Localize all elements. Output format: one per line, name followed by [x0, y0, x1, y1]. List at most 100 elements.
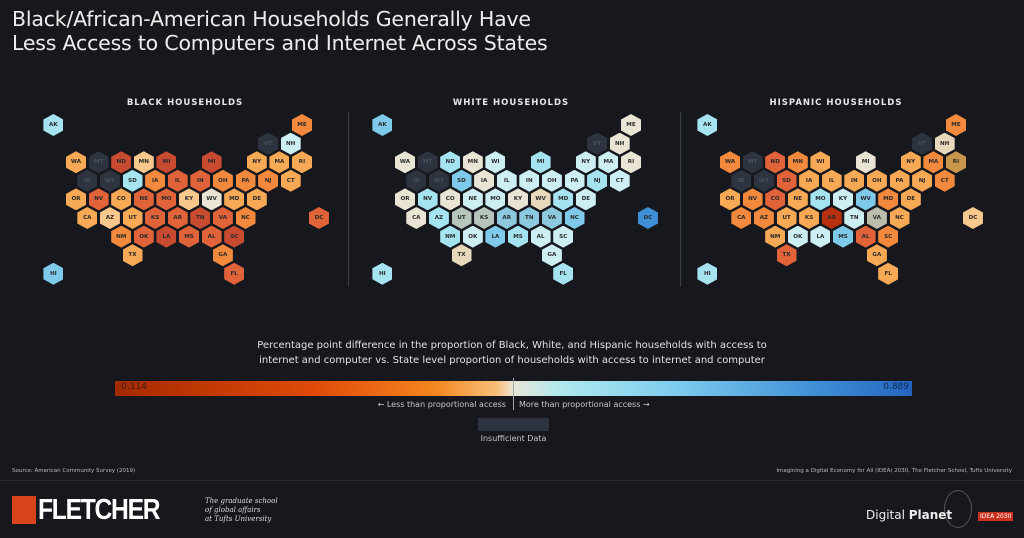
- state-hex-or: OR: [395, 188, 415, 211]
- state-hex-md: MD: [878, 188, 899, 211]
- state-hex-ca: CA: [731, 207, 752, 229]
- state-hex-in: IN: [519, 169, 540, 192]
- state-hex-ak: AK: [697, 114, 718, 136]
- state-hex-nc: NC: [889, 207, 910, 229]
- state-hex-ut: UT: [451, 207, 472, 229]
- state-hex-sd: SD: [451, 169, 472, 192]
- state-hex-ne: NE: [462, 188, 483, 211]
- more-label: More than proportional access →: [519, 400, 650, 409]
- state-hex-wy: WY: [99, 169, 120, 192]
- state-hex-mn: MN: [462, 151, 483, 174]
- state-hex-or: OR: [66, 188, 86, 211]
- state-hex-sd: SD: [776, 169, 797, 192]
- state-hex-az: AZ: [428, 207, 449, 229]
- state-hex-in: IN: [190, 169, 211, 192]
- state-hex-me: ME: [621, 114, 641, 136]
- scale-midline: [513, 378, 514, 410]
- state-hex-tx: TX: [776, 244, 797, 267]
- state-hex-fl: FL: [553, 262, 574, 285]
- state-hex-tx: TX: [451, 244, 472, 267]
- state-hex-nh: NH: [934, 132, 955, 155]
- globe-icon: [944, 490, 972, 528]
- state-hex-il: IL: [167, 169, 188, 192]
- state-hex-sc: SC: [878, 225, 899, 248]
- state-hex-mi: MI: [530, 151, 551, 174]
- state-hex-id: ID: [731, 169, 752, 192]
- state-hex-ks: KS: [145, 207, 166, 229]
- state-hex-mi: MI: [855, 151, 876, 174]
- state-hex-md: MD: [553, 188, 574, 211]
- state-hex-mi: MI: [201, 151, 222, 174]
- state-hex-ny: NY: [246, 151, 267, 174]
- state-hex-sd: SD: [122, 169, 143, 192]
- state-hex-ny: NY: [900, 151, 921, 174]
- state-hex-nv: NV: [88, 188, 109, 211]
- map-title: HISPANIC HOUSEHOLDS: [769, 98, 903, 108]
- state-hex-il: IL: [821, 169, 842, 192]
- state-hex-me: ME: [946, 114, 966, 136]
- state-hex-nc: NC: [235, 207, 256, 229]
- fletcher-tagline: The graduate school of global affairs at…: [205, 497, 278, 523]
- state-hex-ma: MA: [269, 151, 290, 174]
- state-hex-wv: WV: [530, 188, 551, 211]
- state-hex-co: CO: [765, 188, 786, 211]
- state-hex-tn: TN: [190, 207, 211, 229]
- state-hex-co: CO: [111, 188, 132, 211]
- state-hex-tx: TX: [122, 244, 143, 267]
- state-hex-nc: NC: [564, 207, 585, 229]
- state-hex-ri: RI: [621, 151, 641, 174]
- state-hex-nj: NJ: [912, 169, 933, 192]
- state-hex-wy: WY: [753, 169, 774, 192]
- state-hex-tn: TN: [844, 207, 865, 229]
- state-hex-nm: NM: [440, 225, 461, 248]
- state-hex-nh: NH: [609, 132, 630, 155]
- state-hex-ar: AR: [167, 207, 188, 229]
- scale-max: 0.889: [883, 382, 909, 392]
- state-hex-la: LA: [156, 225, 177, 248]
- state-hex-nd: ND: [111, 151, 132, 174]
- state-hex-la: LA: [810, 225, 831, 248]
- state-hex-nd: ND: [440, 151, 461, 174]
- state-hex-il: IL: [496, 169, 517, 192]
- state-hex-ak: AK: [372, 114, 393, 136]
- state-hex-mt: MT: [742, 151, 763, 174]
- fletcher-logo: FLETCHER: [12, 494, 181, 526]
- state-hex-wy: WY: [428, 169, 449, 192]
- state-hex-nv: NV: [742, 188, 763, 211]
- insufficient-swatch: [478, 418, 549, 431]
- state-hex-dc: DC: [308, 207, 329, 229]
- state-hex-wi: WI: [810, 151, 831, 174]
- state-hex-nm: NM: [765, 225, 786, 248]
- state-hex-ms: MS: [508, 225, 528, 248]
- state-hex-az: AZ: [753, 207, 774, 229]
- state-hex-ga: GA: [212, 244, 233, 267]
- state-hex-mo: MO: [156, 188, 177, 211]
- state-hex-wv: WV: [201, 188, 222, 211]
- state-hex-sc: SC: [224, 225, 245, 248]
- state-hex-oh: OH: [212, 169, 233, 192]
- state-hex-fl: FL: [878, 262, 899, 285]
- state-hex-ut: UT: [776, 207, 797, 229]
- state-hex-ct: CT: [609, 169, 630, 192]
- divider: [680, 112, 681, 287]
- state-hex-al: AL: [201, 225, 222, 248]
- state-hex-ok: OK: [133, 225, 154, 248]
- state-hex-id: ID: [406, 169, 427, 192]
- state-hex-ri: RI: [946, 151, 966, 174]
- state-hex-nj: NJ: [258, 169, 279, 192]
- state-hex-ia: IA: [474, 169, 495, 192]
- source-note: Source: American Community Survey (2019): [12, 468, 136, 474]
- state-hex-ma: MA: [598, 151, 619, 174]
- state-hex-wi: WI: [156, 151, 177, 174]
- idea-logo: IDEA 2030: [978, 512, 1014, 521]
- state-hex-id: ID: [77, 169, 98, 192]
- state-hex-ms: MS: [179, 225, 199, 248]
- fletcher-mark-icon: [12, 496, 36, 524]
- state-hex-ar: AR: [821, 207, 842, 229]
- footer-divider: [0, 480, 1024, 481]
- page-title: Black/African-American Households Genera…: [12, 7, 548, 55]
- less-label: ← Less than proportional access: [377, 400, 506, 409]
- state-hex-va: VA: [866, 207, 887, 229]
- state-hex-pa: PA: [564, 169, 585, 192]
- state-hex-nm: NM: [111, 225, 132, 248]
